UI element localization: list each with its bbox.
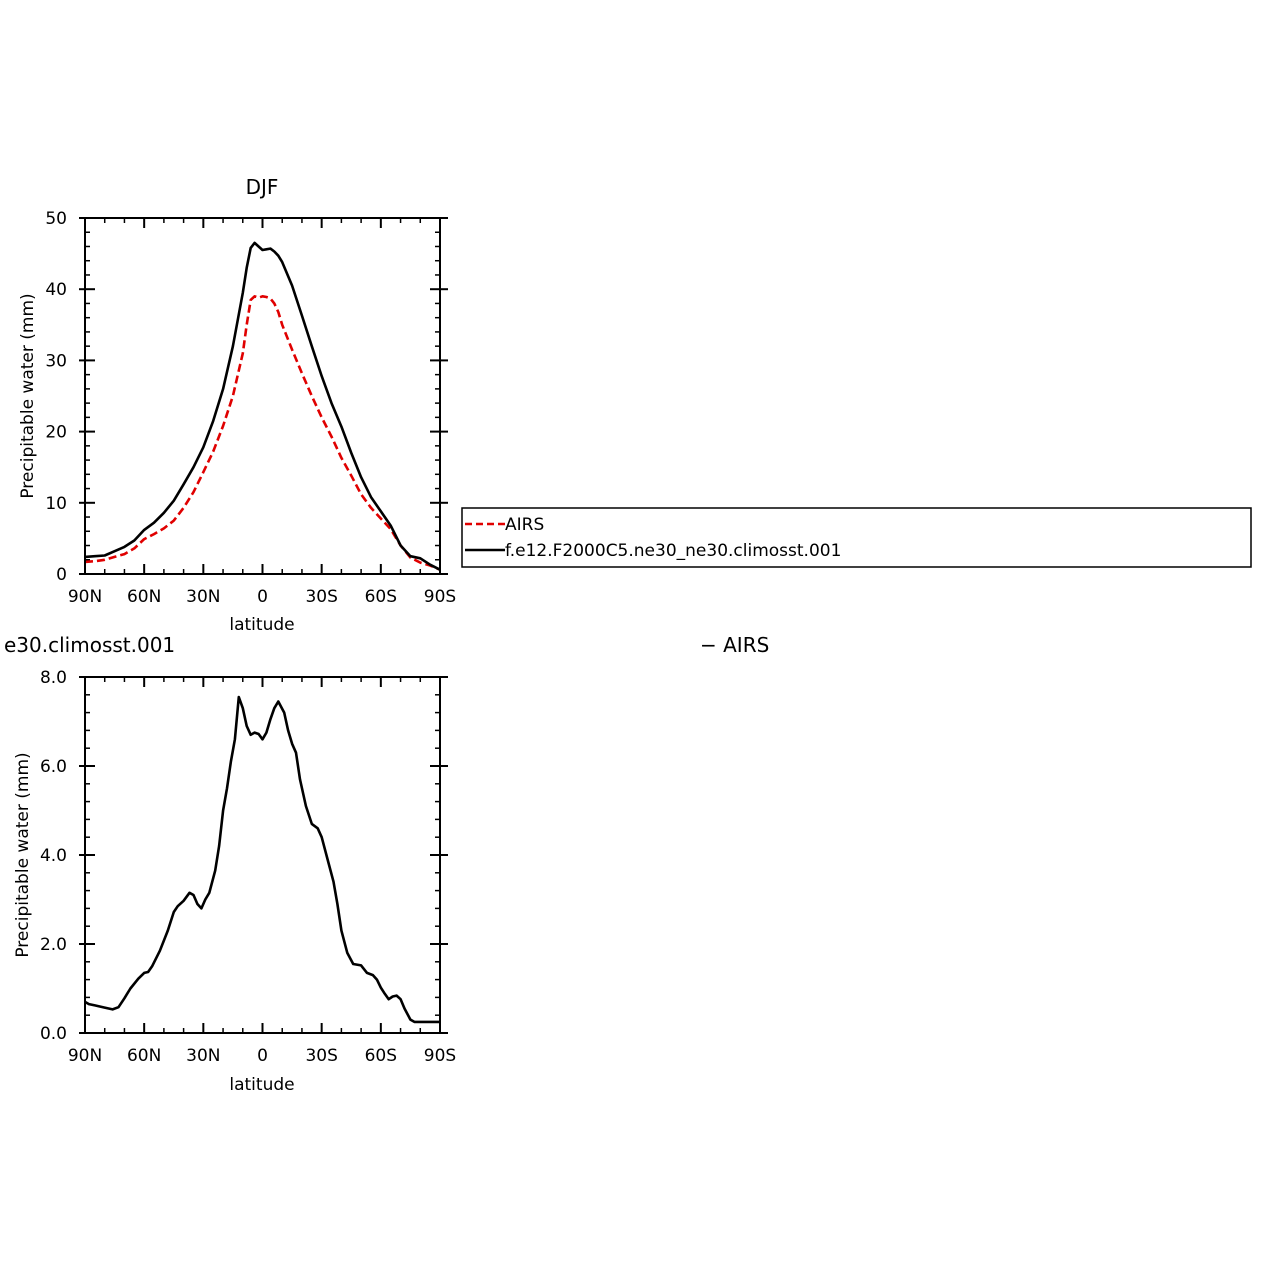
x-tick-label: 30N [186, 1046, 220, 1066]
axis-ticks: 90N 60N 30N 0 30S 60S 90S 0 10 20 30 40 50 [45, 209, 456, 607]
y-tick-label: 50 [45, 209, 67, 229]
series-line-airs [84, 294, 441, 571]
panel-title-right: − AIRS [700, 633, 769, 657]
panel-title: DJF [246, 175, 279, 199]
y-tick-label: 0.0 [40, 1024, 67, 1044]
x-tick-label: 30S [305, 587, 337, 607]
y-tick-label: 20 [45, 423, 67, 443]
x-tick-label: 60N [127, 587, 161, 607]
x-tick-label: 30S [305, 1046, 337, 1066]
legend-entry-airs: AIRS [505, 515, 544, 535]
x-tick-label: 60S [365, 587, 397, 607]
x-tick-label: 60N [127, 1046, 161, 1066]
y-axis-label: Precipitable water (mm) [18, 293, 38, 498]
y-tick-label: 6.0 [40, 757, 67, 777]
series-line-difference [84, 695, 440, 1024]
y-tick-label: 4.0 [40, 846, 67, 866]
x-tick-label: 90S [424, 587, 456, 607]
y-tick-label: 30 [45, 351, 67, 371]
x-tick-label: 0 [257, 1046, 268, 1066]
y-tick-label: 40 [45, 280, 67, 300]
panel-title-left: e30.climosst.001 [4, 633, 175, 657]
legend-box [461, 507, 1252, 568]
difference-panel: e30.climosst.001 − AIRS latitude Precipi… [4, 633, 769, 1095]
y-tick-label: 8.0 [40, 668, 67, 688]
series-line-f-e12-f2000c5-ne30-ne30-climosst-001 [84, 241, 441, 571]
y-tick-label: 0 [56, 565, 67, 585]
plot-frame [84, 676, 441, 1034]
y-axis-label: Precipitable water (mm) [13, 752, 33, 957]
series-layer [84, 695, 440, 1024]
x-tick-label: 0 [257, 587, 268, 607]
y-tick-label: 2.0 [40, 935, 67, 955]
y-tick-label: 10 [45, 494, 67, 514]
x-tick-label: 90N [68, 1046, 102, 1066]
legend-entry-model: f.e12.F2000C5.ne30_ne30.climosst.001 [505, 541, 841, 561]
djf-panel: DJF latitude Precipitable water (mm) 90N… [18, 175, 1252, 635]
x-tick-label: 30N [186, 587, 220, 607]
x-tick-label: 90S [424, 1046, 456, 1066]
x-tick-label: 60S [365, 1046, 397, 1066]
x-axis-label: latitude [229, 1075, 294, 1095]
plot-frame [84, 217, 441, 575]
legend: AIRS f.e12.F2000C5.ne30_ne30.climosst.00… [461, 507, 1252, 568]
series-layer [84, 241, 441, 571]
x-tick-label: 90N [68, 587, 102, 607]
x-axis-label: latitude [229, 615, 294, 635]
